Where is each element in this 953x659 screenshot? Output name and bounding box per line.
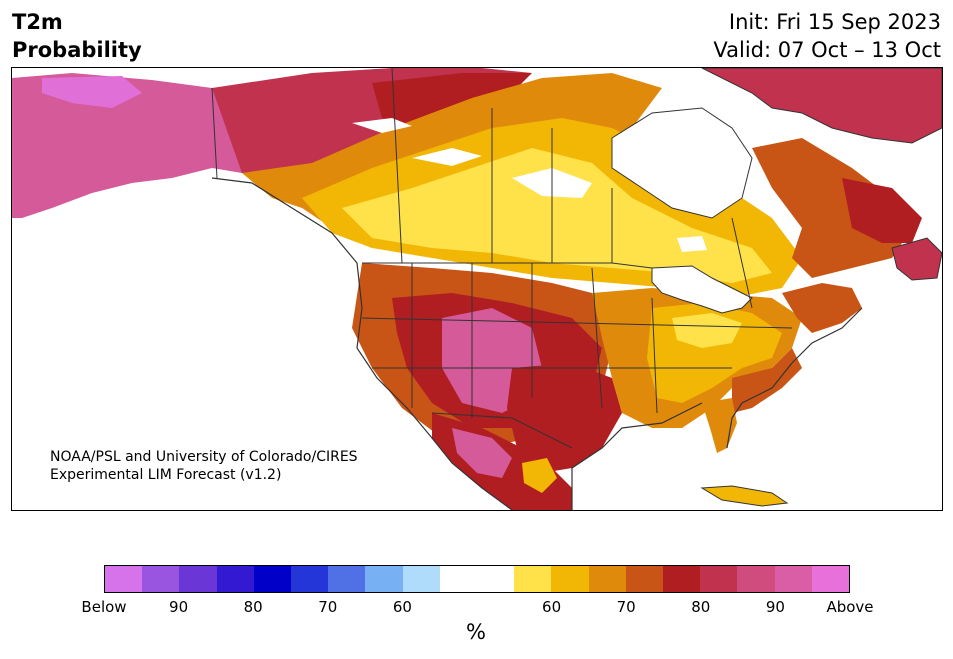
colorbar-cell [811,566,850,592]
colorbar-cell [179,566,217,592]
probability-map [12,68,942,510]
colorbar-cell [365,566,403,592]
colorbar-tick-label: 70 [318,598,338,616]
colorbar-cell [142,566,180,592]
east-coastline [571,307,863,510]
border-province-1 [391,68,403,264]
credit-text: NOAA/PSL and University of Colorado/CIRE… [50,448,358,484]
border-state-4 [591,267,603,409]
region-texas-red [507,363,622,473]
region-greenland [701,68,942,144]
variable-label: T2m [12,10,63,34]
colorbar-cell [253,566,292,592]
colorbar-cell [774,566,812,592]
region-great-lakes-light [672,313,742,348]
colorbar-tick-label: 60 [542,598,562,616]
region-alaska-peak [42,76,142,108]
region-east-canada [752,138,912,278]
colorbar-cell [216,566,254,592]
colorbar-tick-label: 80 [243,598,263,616]
colorbar [104,565,850,593]
region-east-canada-red [842,178,922,243]
colorbar-cell [477,566,515,592]
credit-line-1: NOAA/PSL and University of Colorado/CIRE… [50,449,358,465]
map-title: T2m Probability [12,8,142,64]
colorbar-cell [105,566,143,592]
border-state-5 [651,297,658,414]
west-coastline [211,177,513,510]
border-state-6 [361,317,793,329]
valid-date: Valid: 07 Oct – 13 Oct [713,38,941,62]
colorbar-tick-label: Below [81,598,127,616]
colorbar-tick-label: Above [826,598,874,616]
colorbar-cell [291,566,329,592]
colorbar-cell [514,566,552,592]
region-nw-canada-deepred [372,73,532,128]
colorbar-tick-label: 90 [169,598,189,616]
region-northeast [782,283,862,333]
cuba [700,485,789,507]
great-lakes [651,265,753,314]
region-mexico-gold [522,458,557,493]
colorbar-cell [737,566,775,592]
colorbar-tick-label: 80 [691,598,711,616]
colorbar-cell [551,566,589,592]
region-southeast [732,348,802,413]
credit-line-2: Experimental LIM Forecast (v1.2) [50,467,282,483]
region-mexico-magenta [452,428,512,478]
colorbar-cell [402,566,440,592]
colorbar-unit-label: % [466,620,486,644]
colorbar-cell [439,566,478,592]
colorbar-tick-label: 70 [616,598,636,616]
neutral-patch-3 [352,118,412,133]
colorbar-cell [588,566,626,592]
border-province-5 [731,217,753,309]
border-alaska-canada [211,87,218,179]
hudson-bay [611,107,753,219]
map-panel: NOAA/PSL and University of Colorado/CIRE… [11,67,943,511]
quantity-label: Probability [12,38,142,62]
region-canada-light [342,148,772,283]
forecast-dates: Init: Fri 15 Sep 2023 Valid: 07 Oct – 13… [713,8,941,64]
colorbar-tick-label: 90 [765,598,785,616]
border-us-mexico [431,412,573,449]
colorbar-cell [328,566,366,592]
colorbar-cell [625,566,664,592]
colorbar-cell [700,566,738,592]
neutral-patch-2 [412,148,482,166]
colorbar-tick-labels: Below 90 80 70 60 60 70 80 90 Above [81,598,873,618]
init-date: Init: Fri 15 Sep 2023 [728,10,941,34]
colorbar-tick-label: 60 [392,598,412,616]
region-newfoundland [891,237,942,281]
colorbar-cell [663,566,701,592]
political-borders [211,68,793,449]
neutral-patch-4 [677,236,707,252]
